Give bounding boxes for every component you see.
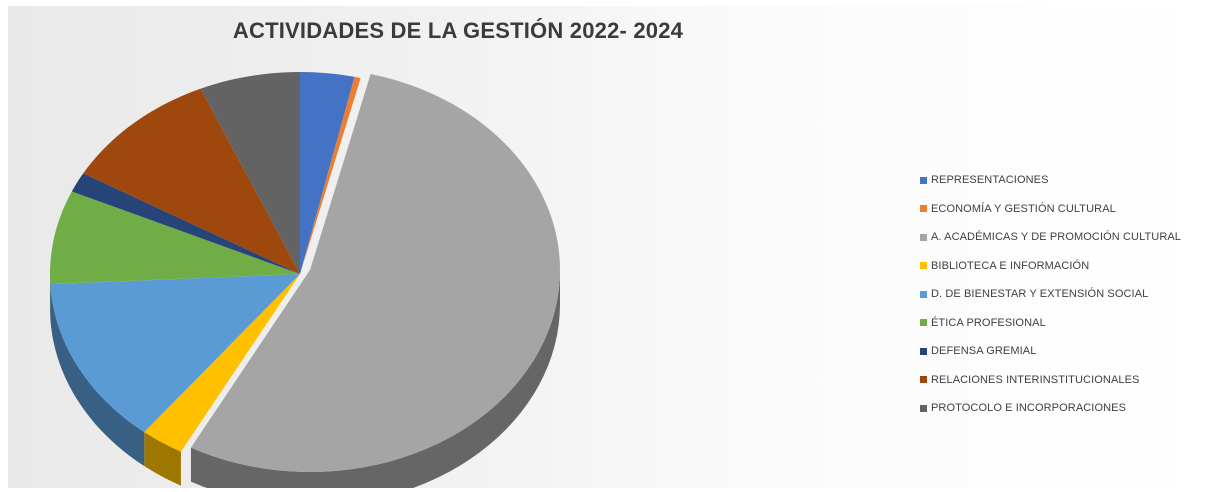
pie-chart xyxy=(50,72,560,488)
legend-label: ÉTICA PROFESIONAL xyxy=(931,316,1046,329)
pie-slice xyxy=(50,191,301,285)
pie-sides xyxy=(50,270,560,488)
chart-area: ACTIVIDADES DE LA GESTIÓN 2022- 2024 REP… xyxy=(8,6,1208,488)
legend-swatch xyxy=(920,319,927,327)
legend-label: PROTOCOLO E INCORPORACIONES xyxy=(931,402,1127,415)
chart-legend: REPRESENTACIONES ECONOMÍA Y GESTIÓN CULTU… xyxy=(920,166,1208,423)
pie-slice xyxy=(144,274,300,452)
legend-item: DEFENSA GREMIAL xyxy=(920,337,1208,366)
legend-label: DEFENSA GREMIAL xyxy=(931,345,1037,358)
legend-label: ECONOMÍA Y GESTIÓN CULTURAL xyxy=(931,202,1116,215)
pie-slice xyxy=(50,274,300,433)
pie-tops xyxy=(50,72,560,472)
pie-slice xyxy=(71,173,300,274)
pie-slice-side xyxy=(50,284,145,467)
pie-slice xyxy=(200,72,300,274)
legend-item: PROTOCOLO E INCORPORACIONES xyxy=(920,394,1208,423)
legend-label: D. DE BIENESTAR Y EXTENSIÓN SOCIAL xyxy=(931,288,1149,301)
pie-slice xyxy=(83,88,300,274)
legend-item: RELACIONES INTERINSTITUCIONALES xyxy=(920,366,1208,395)
legend-item: REPRESENTACIONES xyxy=(920,166,1208,195)
legend-swatch xyxy=(920,205,927,213)
legend-swatch xyxy=(920,262,927,270)
pie-slice-side xyxy=(144,432,181,486)
legend-item: A. ACADÉMICAS Y DE PROMOCIÓN CULTURAL xyxy=(920,223,1208,252)
pie-slice-side xyxy=(190,270,560,488)
legend-item: ÉTICA PROFESIONAL xyxy=(920,309,1208,338)
chart-title: ACTIVIDADES DE LA GESTIÓN 2022- 2024 xyxy=(232,18,684,43)
legend-swatch xyxy=(920,233,927,241)
legend-swatch xyxy=(920,347,927,355)
legend-label: A. ACADÉMICAS Y DE PROMOCIÓN CULTURAL xyxy=(931,231,1182,244)
pie-slice xyxy=(300,76,361,274)
legend-swatch xyxy=(920,376,927,384)
pie-slice xyxy=(300,72,355,274)
legend-swatch xyxy=(920,290,927,298)
legend-item: D. DE BIENESTAR Y EXTENSIÓN SOCIAL xyxy=(920,280,1208,309)
legend-label: RELACIONES INTERINSTITUCIONALES xyxy=(931,373,1140,386)
legend-swatch xyxy=(920,404,927,412)
legend-label: REPRESENTACIONES xyxy=(931,174,1049,187)
legend-item: BIBLIOTECA E INFORMACIÓN xyxy=(920,252,1208,281)
legend-label: BIBLIOTECA E INFORMACIÓN xyxy=(931,259,1090,272)
pie-slice xyxy=(190,74,560,472)
legend-item: ECONOMÍA Y GESTIÓN CULTURAL xyxy=(920,195,1208,224)
legend-swatch xyxy=(920,176,927,184)
